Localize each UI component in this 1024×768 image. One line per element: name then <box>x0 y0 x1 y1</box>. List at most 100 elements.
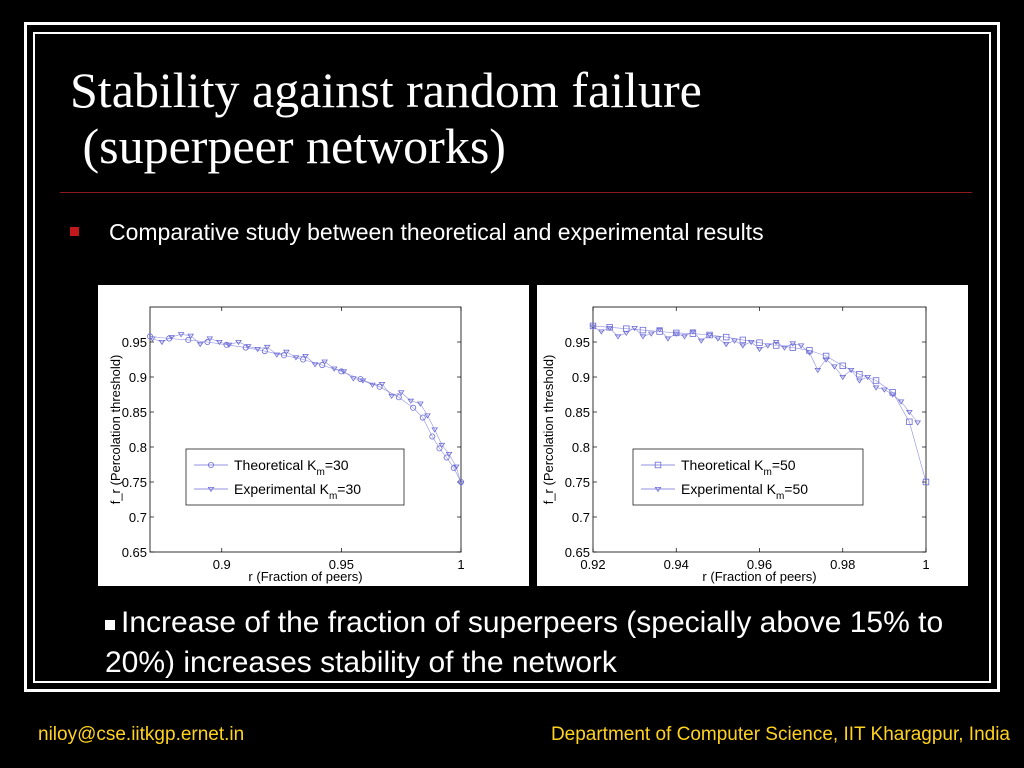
data-point <box>283 349 290 355</box>
data-point <box>731 338 738 344</box>
series-experimental <box>589 324 922 426</box>
data-point <box>149 336 156 342</box>
footer-email: niloy@cse.iitkgp.ernet.in <box>38 724 245 745</box>
data-point <box>881 387 888 393</box>
data-point <box>225 342 233 348</box>
series-line <box>149 336 462 483</box>
data-point <box>781 345 788 351</box>
bullet-text: Comparative study between theoretical an… <box>109 219 764 245</box>
data-point <box>906 410 913 416</box>
legend-label-tail: =30 <box>325 457 349 473</box>
data-point <box>906 418 913 425</box>
data-point <box>254 347 261 353</box>
data-point <box>436 445 443 452</box>
bullet-conclusion-text: Increase of the fraction of superpeers (… <box>105 606 944 679</box>
legend-label: Experimental Km=30 <box>234 481 361 502</box>
data-point <box>831 364 838 370</box>
legend-label-main: Experimental K <box>681 481 777 497</box>
series-experimental <box>149 332 465 487</box>
y-tick-label: 0.65 <box>565 545 590 560</box>
legend-marker <box>208 461 215 468</box>
data-point <box>187 333 195 339</box>
data-point <box>438 442 446 449</box>
data-point <box>261 348 268 355</box>
data-point <box>797 343 805 349</box>
data-point <box>204 339 211 346</box>
data-point <box>158 340 166 346</box>
data-point <box>369 382 376 388</box>
legend-label: Experimental Km=50 <box>681 481 808 502</box>
legend-label-tail: =50 <box>772 457 796 473</box>
legend-label-sub: m <box>316 467 324 478</box>
data-point <box>697 338 705 344</box>
plot-frame <box>149 306 462 553</box>
slide-inner-frame <box>33 32 991 683</box>
data-point <box>897 399 905 405</box>
data-point <box>814 368 822 374</box>
data-point <box>639 326 647 334</box>
data-point <box>206 336 214 342</box>
data-point <box>764 343 772 349</box>
legend-label-sub: m <box>763 467 771 478</box>
y-tick-label: 0.9 <box>572 370 590 385</box>
data-point <box>631 326 638 332</box>
data-point <box>416 401 424 407</box>
bullet-conclusion: Increase of the fraction of superpeers (… <box>105 603 965 683</box>
series-theoretical <box>589 322 930 486</box>
data-point <box>244 344 252 350</box>
series-line <box>592 325 927 483</box>
legend-box <box>632 448 864 506</box>
y-axis-label: f_r (Percolation threshold) <box>541 355 556 505</box>
y-tick-label: 0.95 <box>565 335 590 350</box>
legend-label-main: Theoretical K <box>234 457 317 473</box>
data-point <box>739 336 747 344</box>
data-point <box>789 341 797 347</box>
data-point <box>216 340 223 346</box>
y-tick-label: 0.65 <box>122 545 147 560</box>
data-point <box>839 375 847 381</box>
data-point <box>747 340 755 346</box>
data-point <box>772 340 780 346</box>
data-point <box>614 334 622 340</box>
data-point <box>872 385 880 391</box>
x-tick-label: 1 <box>457 557 464 572</box>
data-point <box>177 332 185 338</box>
slide-outer-frame <box>24 22 1000 692</box>
data-point <box>606 326 613 332</box>
data-point <box>443 454 450 461</box>
bullet-square-icon <box>105 620 115 630</box>
data-point <box>739 343 747 349</box>
title-divider <box>60 192 972 193</box>
data-point <box>722 342 730 348</box>
data-point <box>856 378 863 384</box>
chart-svg: 0.65 0.7 0.75 0.8 0.85 0.9 0.95 0.9 0.95 1 r (Frac… <box>108 306 465 584</box>
slide-title-line2: (superpeer networks) <box>70 118 506 174</box>
data-point <box>311 362 319 368</box>
series-line <box>592 326 918 423</box>
x-tick-label: 0.94 <box>664 557 689 572</box>
data-point <box>330 366 338 372</box>
y-tick-label: 0.8 <box>129 440 147 455</box>
data-point <box>235 340 242 346</box>
legend-label: Theoretical Km=30 <box>234 457 349 478</box>
data-point <box>656 327 663 333</box>
data-point <box>196 342 204 348</box>
data-point <box>292 355 300 361</box>
y-tick-label: 0.85 <box>122 405 147 420</box>
data-point <box>722 333 730 341</box>
data-point <box>185 336 192 343</box>
y-tick-label: 0.9 <box>129 370 147 385</box>
data-point <box>872 377 880 384</box>
x-tick-label: 0.9 <box>213 557 231 572</box>
data-point <box>714 336 722 342</box>
legend-marker <box>654 461 662 469</box>
data-point <box>273 352 281 358</box>
data-point <box>340 369 348 375</box>
y-tick-label: 0.95 <box>122 335 147 350</box>
legend-label-main: Experimental K <box>234 481 330 497</box>
data-point <box>410 404 417 411</box>
data-point <box>639 334 647 340</box>
y-tick-label: 0.8 <box>572 440 590 455</box>
chart-svg: 0.65 0.7 0.75 0.8 0.85 0.9 0.95 0.92 0.94 0.96 0.9… <box>541 306 930 584</box>
data-point <box>168 335 175 341</box>
